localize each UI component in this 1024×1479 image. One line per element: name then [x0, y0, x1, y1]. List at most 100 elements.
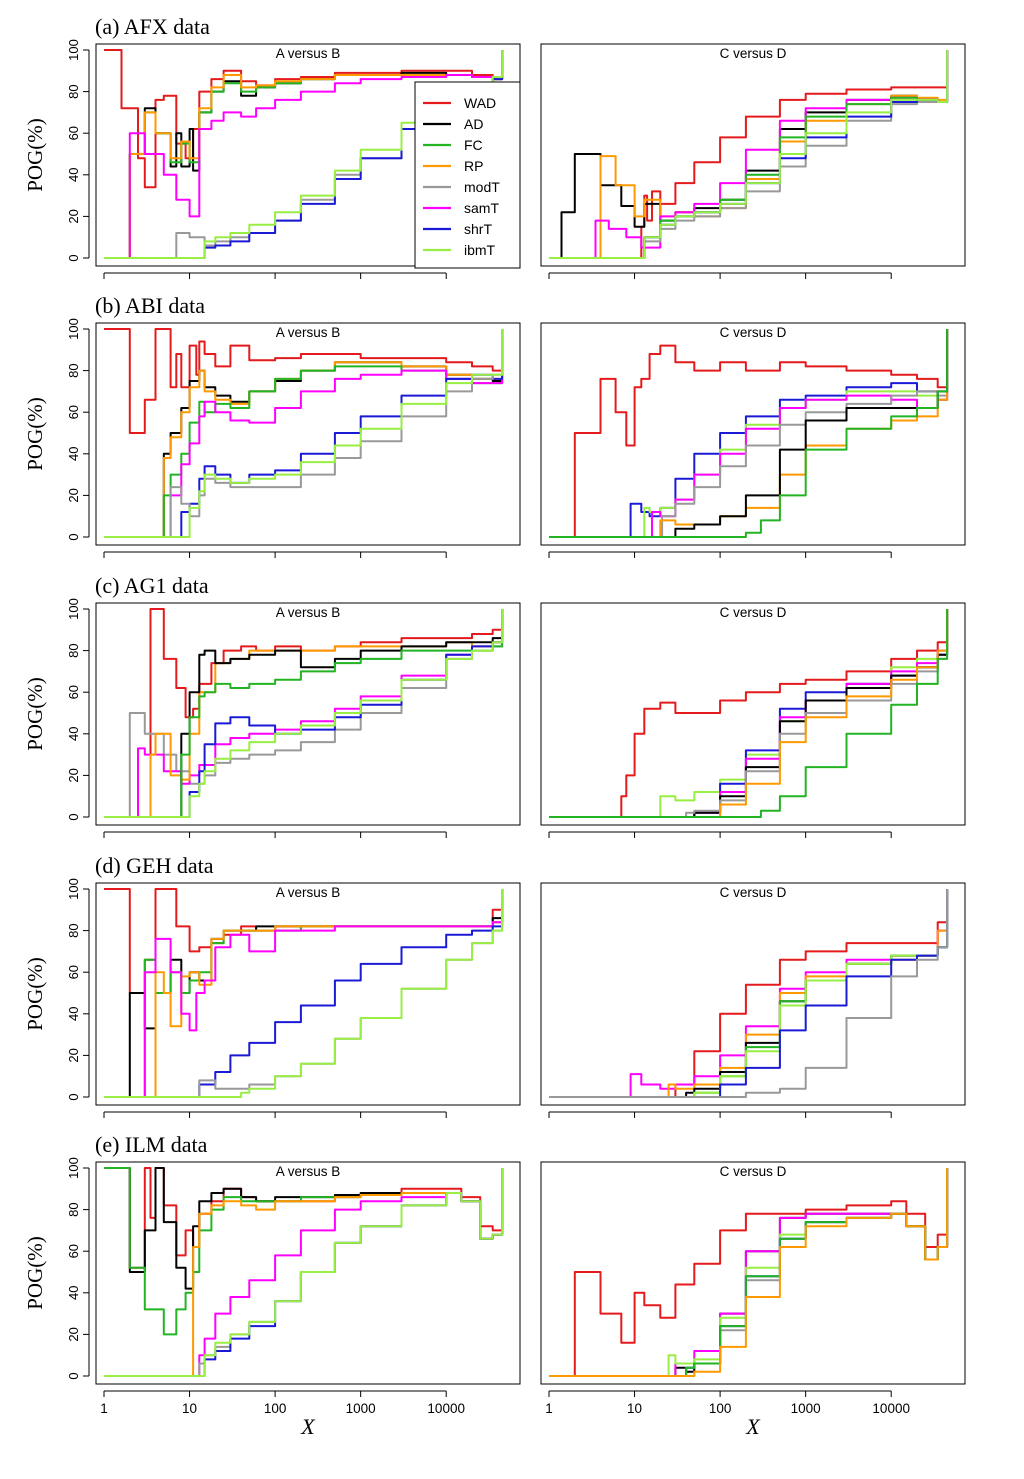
- y-tick-label: 40: [66, 168, 81, 182]
- legend-item-AD: AD: [423, 116, 483, 132]
- y-tick-label: 20: [66, 209, 81, 223]
- y-tick-label: 0: [66, 1372, 81, 1379]
- panel-title: A versus B: [276, 885, 341, 900]
- row-title: (a) AFX data: [95, 14, 210, 39]
- legend-item-WAD: WAD: [423, 95, 496, 111]
- series-line-samT: [104, 889, 504, 1098]
- y-tick-label: 0: [66, 1093, 81, 1100]
- x-tick-label: 1: [545, 1401, 553, 1416]
- panel-a-versus-b: A versus B 0 20 40 60 80 100: [66, 598, 521, 838]
- series-line-RP: [104, 50, 504, 259]
- y-tick-label: 100: [66, 878, 81, 900]
- series-line-modT: [549, 609, 949, 818]
- series-group: [549, 329, 949, 538]
- series-line-ibmT: [549, 329, 949, 538]
- series-line-RP: [549, 889, 949, 1098]
- series-line-AD: [104, 609, 504, 818]
- x-tick-label: 1000: [346, 1401, 376, 1416]
- y-tick-label: 60: [66, 685, 81, 699]
- legend-item-samT: samT: [423, 200, 499, 216]
- plot-frame: [95, 322, 521, 546]
- x-tick-label: 10: [627, 1401, 642, 1416]
- plot-frame: [540, 43, 966, 267]
- y-axis-label: POG(%): [23, 677, 47, 751]
- series-line-AD: [549, 1168, 949, 1377]
- panel-title: A versus B: [276, 325, 341, 340]
- y-tick-label: 80: [66, 923, 81, 937]
- y-tick-label: 40: [66, 727, 81, 741]
- panel-title: C versus D: [720, 885, 787, 900]
- series-group: [549, 889, 949, 1098]
- series-line-WAD: [104, 608, 504, 818]
- series-line-WAD: [549, 1168, 949, 1377]
- x-tick-label: 100: [709, 1401, 732, 1416]
- panel-c-versus-d: C versus D 1 10 100 1000 10000 X: [540, 1161, 966, 1439]
- series-group: [549, 50, 949, 259]
- series-line-modT: [549, 889, 949, 1098]
- legend-item-shrT: shrT: [423, 221, 492, 237]
- series-line-shrT: [549, 889, 949, 1098]
- row-title: (e) ILM data: [95, 1132, 208, 1157]
- y-tick-label: 60: [66, 1244, 81, 1258]
- series-line-RP: [549, 1168, 949, 1377]
- y-tick-label: 20: [66, 488, 81, 502]
- legend-label: ibmT: [464, 242, 496, 258]
- series-line-ibmT: [549, 889, 949, 1098]
- series-line-modT: [549, 1168, 949, 1377]
- legend-box: [414, 81, 521, 269]
- legend-item-ibmT: ibmT: [423, 242, 496, 258]
- x-tick-label: 10000: [427, 1401, 465, 1416]
- series-line-FC: [104, 329, 504, 538]
- series-line-ibmT: [104, 1168, 504, 1377]
- chart-row-2: (b) ABI data POG(%) A versus B 0 20 40 60 80 100…: [23, 293, 966, 558]
- series-line-AD: [104, 1167, 504, 1290]
- panel-a-versus-b: A versus B 0 20 40 60 80 100 1 10 100 1000 10000 X: [66, 1157, 521, 1439]
- series-line-shrT: [549, 1168, 949, 1377]
- panel-c-versus-d: C versus D: [540, 43, 966, 279]
- series-line-WAD: [549, 609, 949, 818]
- y-tick-label: 40: [66, 1007, 81, 1021]
- y-axis-label: POG(%): [23, 957, 47, 1031]
- series-line-shrT: [549, 329, 949, 538]
- panel-a-versus-b: A versus B 0 20 40 60 80 100: [66, 318, 521, 558]
- y-tick-label: 100: [66, 598, 81, 620]
- y-tick-label: 40: [66, 447, 81, 461]
- panel-title: A versus B: [276, 605, 341, 620]
- legend-label: RP: [464, 158, 483, 174]
- y-tick-label: 80: [66, 643, 81, 657]
- y-tick-label: 20: [66, 1048, 81, 1062]
- plot-frame: [540, 1161, 966, 1385]
- series-line-FC: [549, 329, 949, 538]
- y-tick-label: 0: [66, 813, 81, 820]
- chart-row-1: (a) AFX data POG(%) A versus B 0 20 40 60 80 100…: [23, 14, 966, 279]
- legend-item-modT: modT: [423, 179, 500, 195]
- plot-frame: [540, 882, 966, 1106]
- y-tick-label: 60: [66, 126, 81, 140]
- legend: WAD AD FC RP modT samT shrT ibmT: [414, 81, 521, 269]
- series-line-AD: [549, 609, 949, 818]
- y-tick-label: 100: [66, 1157, 81, 1179]
- series-line-modT: [104, 329, 504, 538]
- series-group: [104, 328, 504, 538]
- y-tick-label: 100: [66, 39, 81, 61]
- panel-title: A versus B: [276, 1164, 341, 1179]
- chart-row-3: (c) AG1 data POG(%) A versus B 0 20 40 60 80 100…: [23, 573, 966, 838]
- y-tick-label: 0: [66, 254, 81, 261]
- legend-label: modT: [464, 179, 500, 195]
- series-line-samT: [549, 1168, 949, 1377]
- series-line-ibmT: [549, 1168, 949, 1377]
- legend-label: WAD: [464, 95, 496, 111]
- chart-row-5: (e) ILM data POG(%) A versus B 0 20 40 60 80 100…: [23, 1132, 966, 1439]
- series-line-ibmT: [104, 889, 504, 1098]
- panel-title: C versus D: [720, 325, 787, 340]
- legend-item-RP: RP: [423, 158, 483, 174]
- legend-label: FC: [464, 137, 483, 153]
- series-line-samT: [549, 609, 949, 818]
- y-tick-label: 20: [66, 1327, 81, 1341]
- series-line-WAD: [104, 328, 504, 434]
- y-tick-label: 60: [66, 965, 81, 979]
- series-line-FC: [549, 1168, 949, 1377]
- panel-c-versus-d: C versus D: [540, 882, 966, 1118]
- series-line-samT: [549, 329, 949, 538]
